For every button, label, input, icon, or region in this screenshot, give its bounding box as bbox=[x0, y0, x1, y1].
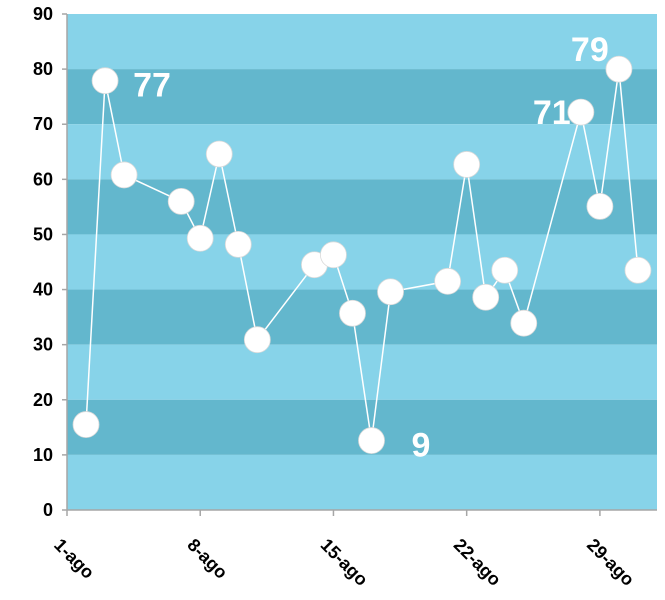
data-point bbox=[91, 67, 119, 95]
plot-band bbox=[67, 124, 657, 180]
data-point bbox=[110, 161, 138, 189]
plot-band bbox=[67, 14, 657, 70]
y-tick-label: 60 bbox=[33, 169, 53, 189]
data-label: 77 bbox=[133, 67, 171, 105]
data-point bbox=[167, 187, 195, 215]
data-point bbox=[491, 256, 519, 284]
y-tick-label: 10 bbox=[33, 445, 53, 465]
data-point bbox=[339, 299, 366, 327]
data-point bbox=[434, 267, 462, 295]
data-point bbox=[605, 55, 633, 83]
series-line bbox=[85, 68, 639, 441]
data-label: 9 bbox=[412, 427, 431, 465]
y-tick-label: 30 bbox=[33, 335, 53, 355]
plot-band bbox=[67, 179, 657, 235]
x-tick-label: 22-ago bbox=[450, 535, 505, 590]
x-tick-label: 1-ago bbox=[50, 535, 98, 583]
data-point bbox=[472, 283, 500, 311]
y-tick-label: 80 bbox=[33, 59, 53, 79]
y-tick-label: 20 bbox=[33, 390, 53, 410]
y-tick-label: 70 bbox=[33, 114, 53, 134]
data-point bbox=[624, 256, 652, 284]
data-point bbox=[243, 326, 271, 354]
x-tick-label: 29-ago bbox=[583, 535, 638, 590]
data-label: 71 bbox=[533, 94, 571, 132]
plot-band bbox=[67, 234, 657, 290]
x-tick-label: 15-ago bbox=[317, 535, 372, 590]
y-tick-label: 40 bbox=[33, 280, 53, 300]
data-point bbox=[377, 278, 404, 306]
y-tick-label: 0 bbox=[43, 500, 53, 520]
data-point bbox=[567, 98, 595, 126]
data-point bbox=[510, 309, 538, 337]
data-point bbox=[72, 411, 100, 438]
y-tick-label: 90 bbox=[33, 4, 53, 24]
x-tick-label: 8-ago bbox=[183, 535, 231, 583]
data-point bbox=[186, 224, 214, 252]
axes bbox=[62, 13, 657, 516]
data-point bbox=[586, 192, 614, 220]
data-point bbox=[453, 151, 481, 178]
data-point bbox=[205, 140, 233, 168]
data-point bbox=[320, 241, 347, 269]
y-tick-label: 50 bbox=[33, 224, 53, 244]
plot-band bbox=[67, 69, 657, 125]
data-label: 79 bbox=[571, 31, 609, 69]
data-series bbox=[72, 55, 652, 454]
data-point bbox=[224, 230, 252, 258]
plot-band bbox=[67, 454, 657, 510]
data-point bbox=[358, 427, 385, 454]
